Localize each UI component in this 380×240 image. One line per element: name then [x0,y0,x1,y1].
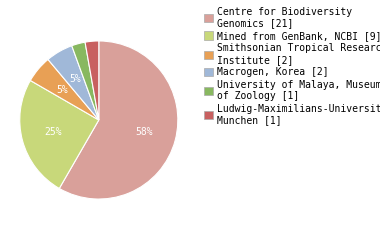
Text: 25%: 25% [44,127,62,137]
Wedge shape [48,46,99,120]
Text: 58%: 58% [136,127,154,137]
Wedge shape [59,41,178,199]
Wedge shape [72,42,99,120]
Legend: Centre for Biodiversity
Genomics [21], Mined from GenBank, NCBI [9], Smithsonian: Centre for Biodiversity Genomics [21], M… [203,5,380,127]
Text: 5%: 5% [69,74,81,84]
Wedge shape [20,80,99,188]
Text: 5%: 5% [57,84,68,95]
Wedge shape [30,60,99,120]
Wedge shape [85,41,99,120]
